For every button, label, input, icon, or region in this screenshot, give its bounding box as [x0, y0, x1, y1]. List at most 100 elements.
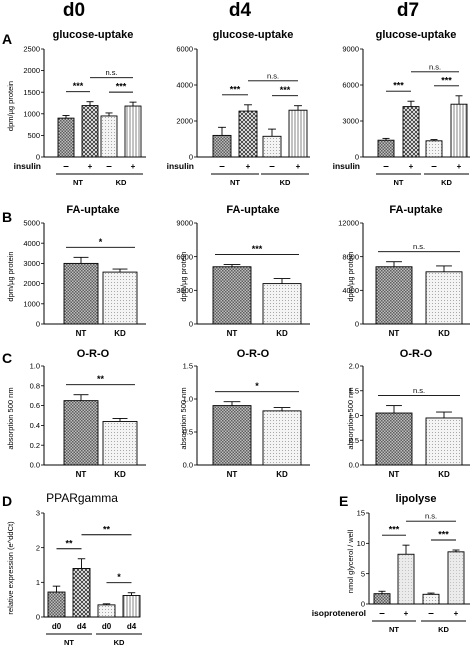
- chart-title: glucose-uptake: [53, 29, 134, 41]
- row-label: isoprotenerol: [312, 608, 366, 618]
- group-label: NT: [394, 178, 404, 187]
- bar: [373, 593, 391, 605]
- y-tick-label: 0.5: [183, 428, 193, 437]
- significance-label: ***: [252, 244, 263, 254]
- bar: [375, 412, 413, 466]
- y-tick-label: 8000: [342, 252, 359, 261]
- panel-letter-d: D: [2, 493, 12, 509]
- x-sign-label: +: [409, 162, 414, 171]
- y-tick-label: 1000: [23, 109, 40, 118]
- chart-title: PPARgamma: [46, 491, 118, 505]
- bar: [238, 110, 258, 158]
- chart-c-d7: O-R-O absorption 500 nm 0.0 0.5 1.0 1.5 2.0 n.s…: [346, 348, 470, 479]
- group-label: NT: [73, 178, 83, 187]
- chart-a-d7: glucose-uptake0300060009000******n.s.ins…: [333, 29, 470, 187]
- y-tick-label: 6000: [176, 252, 193, 261]
- y-tick-label: 2.0: [349, 362, 359, 371]
- y-tick-label: 10: [357, 539, 365, 548]
- x-sign-label: –: [106, 161, 112, 172]
- y-tick-label: 0: [361, 600, 365, 609]
- x-sign-label: –: [219, 161, 225, 172]
- x-sign-label: +: [131, 162, 136, 171]
- chart-e: lipolyse nmol glycerol / well 0 5 10 15 *** ***…: [312, 493, 470, 634]
- bar: [402, 106, 420, 158]
- y-tick-label: 2000: [23, 66, 40, 75]
- bar: [212, 405, 252, 466]
- bar: [122, 595, 141, 618]
- group-label: NT: [64, 638, 74, 646]
- y-tick-label: 1: [36, 578, 40, 587]
- chart-title: lipolyse: [396, 493, 437, 505]
- group-label: NT: [230, 178, 240, 187]
- y-tick-label: 0.2: [30, 441, 40, 450]
- x-category-label: NT: [227, 329, 238, 338]
- chart-a-d0: glucose-uptake dpm/µg protein 0 500 1000 1500…: [6, 29, 146, 187]
- x-sign-label: +: [457, 162, 462, 171]
- x-category-label: KD: [114, 470, 126, 479]
- y-tick-label: 1.5: [349, 386, 359, 395]
- column-header-d7: d7: [397, 0, 419, 21]
- y-tick-label: 2: [36, 543, 40, 552]
- x-sign-label: +: [454, 609, 459, 618]
- y-tick-label: 6000: [176, 45, 193, 54]
- x-sign-label: d4: [77, 622, 87, 631]
- bar: [63, 400, 99, 466]
- y-tick-label: 1.5: [183, 362, 193, 371]
- bar: [377, 139, 395, 158]
- chart-title: glucose-uptake: [376, 29, 457, 41]
- significance-label: ***: [393, 81, 404, 91]
- x-sign-label: –: [379, 608, 385, 619]
- significance-label: n.s.: [267, 71, 279, 80]
- bar: [262, 135, 282, 158]
- bar: [57, 117, 75, 158]
- x-category-label: NT: [389, 470, 400, 479]
- y-tick-label: 4000: [342, 286, 359, 295]
- x-sign-label: –: [269, 161, 275, 172]
- x-category-label: KD: [114, 329, 126, 338]
- significance-label: ***: [280, 85, 291, 95]
- chart-title: O-R-O: [400, 348, 433, 360]
- x-category-label: NT: [76, 470, 87, 479]
- bar: [262, 283, 302, 325]
- bar: [397, 553, 415, 605]
- significance-label: n.s.: [425, 512, 437, 521]
- y-tick-label: 0: [355, 320, 359, 329]
- x-category-label: NT: [227, 470, 238, 479]
- bar: [262, 410, 302, 466]
- chart-title: O-R-O: [237, 348, 270, 360]
- bar: [450, 103, 468, 158]
- y-tick-label: 5000: [23, 219, 40, 228]
- column-header-d0: d0: [63, 0, 85, 21]
- y-tick-label: 3: [36, 509, 40, 518]
- y-tick-label: 0: [189, 320, 193, 329]
- bar: [425, 140, 443, 158]
- chart-title: glucose-uptake: [213, 29, 294, 41]
- bar: [422, 593, 440, 605]
- significance-label: n.s.: [429, 62, 441, 71]
- y-tick-label: 9000: [342, 45, 359, 54]
- x-category-label: KD: [438, 329, 450, 338]
- y-axis-label: absorption 500 nm: [6, 387, 15, 449]
- significance-label: ***: [389, 525, 400, 535]
- y-axis-label: nmol glycerol / well: [346, 529, 355, 593]
- y-axis-label: absorption 500 nm: [179, 387, 188, 449]
- y-tick-label: 4000: [176, 81, 193, 90]
- chart-title: O-R-O: [77, 348, 110, 360]
- significance-label: ***: [441, 75, 452, 85]
- bar: [425, 271, 463, 325]
- chart-b-d7: FA-uptake dpm/µg protein 0 4000 8000 12000 n.s…: [338, 204, 470, 338]
- x-category-label: NT: [76, 329, 87, 338]
- y-tick-label: 0: [36, 153, 40, 162]
- panel-letter-c: C: [2, 350, 12, 366]
- y-tick-label: 1.0: [349, 411, 359, 420]
- x-sign-label: d4: [127, 622, 137, 631]
- group-label: KD: [280, 178, 291, 187]
- y-tick-label: 0.8: [30, 381, 40, 390]
- y-axis-label: dpm/µg protein: [6, 81, 15, 131]
- group-label: KD: [116, 178, 127, 187]
- y-tick-label: 4000: [23, 239, 40, 248]
- y-tick-label: 1000: [23, 299, 40, 308]
- y-tick-label: 2000: [176, 117, 193, 126]
